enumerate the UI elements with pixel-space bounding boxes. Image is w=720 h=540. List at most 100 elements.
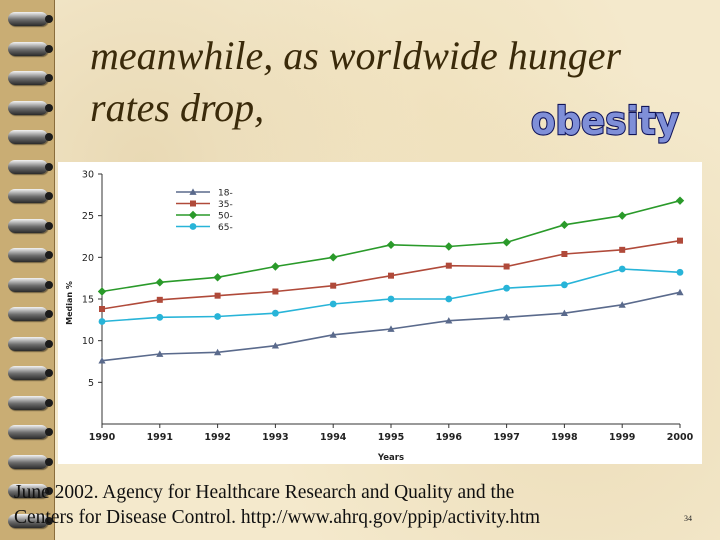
binding-ring xyxy=(8,336,53,351)
binding-ring xyxy=(8,307,53,321)
x-tick-label: 1992 xyxy=(204,432,230,443)
legend-marker xyxy=(188,210,198,220)
binding-ring xyxy=(8,12,53,26)
spiral-binding xyxy=(0,0,55,540)
y-tick-label: 30 xyxy=(82,170,94,181)
binding-ring xyxy=(8,248,53,262)
line-chart: 5 10 15 20 25 30 1990 1991 1992 1993 1994 1995 1996 1… xyxy=(65,170,694,464)
data-point xyxy=(676,268,684,276)
data-point xyxy=(502,238,511,247)
data-point xyxy=(98,357,106,364)
data-point xyxy=(503,313,511,321)
binding-ring xyxy=(8,513,53,528)
x-tick-label: 1993 xyxy=(262,432,288,443)
data-point xyxy=(329,253,338,262)
data-point xyxy=(387,295,395,303)
data-point xyxy=(388,272,394,279)
data-point xyxy=(98,318,106,325)
legend-marker xyxy=(189,188,197,195)
binding-ring xyxy=(8,159,53,174)
x-tick-label: 1998 xyxy=(551,432,578,443)
data-point xyxy=(503,284,510,292)
data-point xyxy=(560,309,568,317)
slide-title-line-2: rates drop, xyxy=(90,85,265,130)
data-point xyxy=(214,348,222,356)
x-tick-label: 1990 xyxy=(89,432,116,443)
binding-ring xyxy=(8,395,53,410)
data-point xyxy=(156,313,164,321)
legend-label: 18- xyxy=(218,189,233,199)
binding-ring xyxy=(8,277,53,292)
data-point xyxy=(561,251,568,257)
data-point xyxy=(156,296,163,303)
slide-number: 34 xyxy=(684,514,692,523)
data-point xyxy=(618,211,627,220)
caption-line-1: June 2002. Agency for Healthcare Researc… xyxy=(14,482,515,503)
binding-ring xyxy=(8,100,53,115)
legend-marker xyxy=(190,200,196,207)
data-point xyxy=(214,313,222,320)
binding-ring xyxy=(8,366,53,380)
binding-ring xyxy=(8,484,53,498)
data-point xyxy=(445,317,453,324)
obesity-word: obesity xyxy=(531,99,679,143)
y-tick-label: 25 xyxy=(82,211,94,222)
data-point xyxy=(675,196,685,205)
data-point xyxy=(561,281,568,289)
data-point xyxy=(272,288,279,295)
y-tick-label: 20 xyxy=(82,253,94,264)
data-point xyxy=(619,246,626,253)
data-point xyxy=(271,262,280,271)
legend-label: 35- xyxy=(218,200,233,210)
legend-label: 65- xyxy=(218,223,233,233)
data-point xyxy=(156,350,164,357)
y-axis-label: Median % xyxy=(65,281,74,325)
data-point xyxy=(676,288,684,296)
slide-title: meanwhile, as worldwide hunger rates dro… xyxy=(90,30,690,134)
binding-ring xyxy=(8,454,53,469)
data-point xyxy=(445,295,453,303)
data-point xyxy=(329,300,337,308)
data-point xyxy=(618,301,626,308)
data-point xyxy=(330,282,337,289)
data-point xyxy=(272,309,279,317)
data-point xyxy=(503,263,510,270)
data-point xyxy=(386,240,396,250)
x-tick-label: 2000 xyxy=(667,432,694,443)
data-point xyxy=(271,342,279,349)
obesity-word-graphic: obesity xyxy=(530,98,680,144)
binding-ring xyxy=(8,130,53,144)
binding-ring xyxy=(8,425,53,439)
slide-title-line-1: meanwhile, as worldwide hunger xyxy=(90,33,622,78)
data-point xyxy=(97,287,107,296)
y-tick-label: 10 xyxy=(82,336,94,347)
x-tick-label: 1999 xyxy=(609,432,635,443)
binding-ring xyxy=(8,189,53,203)
binding-ring xyxy=(8,41,53,56)
data-point xyxy=(214,292,221,299)
chart-panel: 5 10 15 20 25 30 1990 1991 1992 1993 1994 1995 1996 1… xyxy=(58,162,702,464)
data-point xyxy=(560,220,569,230)
x-tick-label: 1996 xyxy=(436,432,463,443)
x-tick-label: 1991 xyxy=(147,432,173,443)
x-axis-label: Years xyxy=(377,453,404,463)
x-tick-label: 1995 xyxy=(378,432,404,443)
data-point xyxy=(155,278,164,287)
data-point xyxy=(618,265,626,273)
x-tick-label: 1997 xyxy=(493,432,519,443)
y-tick-label: 15 xyxy=(82,295,94,306)
caption-line-2: Centers for Disease Control. http://www.… xyxy=(14,507,541,528)
data-point xyxy=(387,325,395,332)
data-point xyxy=(445,262,452,269)
binding-ring xyxy=(8,218,53,233)
legend-label: 50- xyxy=(218,212,233,222)
legend-marker xyxy=(189,223,197,230)
y-tick-label: 5 xyxy=(88,378,94,389)
data-point xyxy=(99,306,105,312)
data-point xyxy=(329,331,337,338)
binding-ring xyxy=(8,71,53,85)
data-point xyxy=(677,237,683,244)
data-point xyxy=(444,242,453,251)
data-point xyxy=(213,273,222,282)
x-tick-label: 1994 xyxy=(320,432,347,443)
